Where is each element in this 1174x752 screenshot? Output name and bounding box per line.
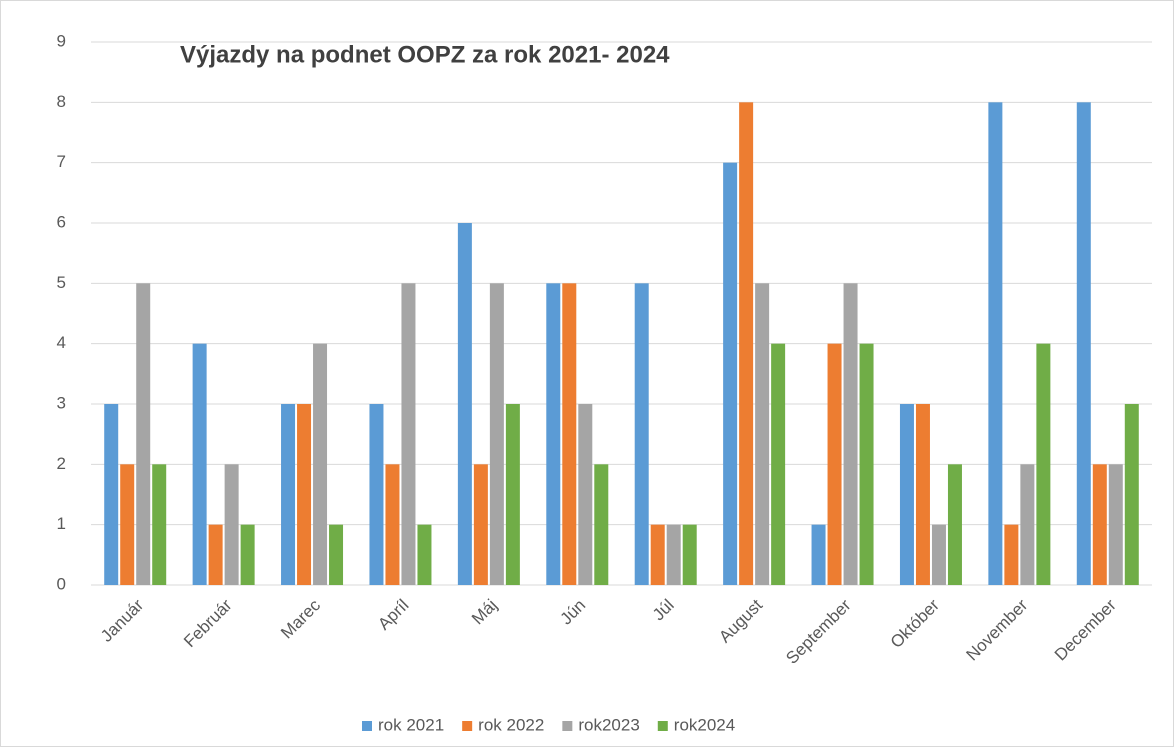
bar [723, 162, 738, 585]
legend-swatch [562, 721, 573, 731]
legend-swatch [462, 721, 473, 731]
bar [297, 404, 312, 585]
bar [739, 102, 754, 585]
bar [755, 283, 770, 585]
bar [827, 343, 842, 585]
bar [634, 283, 649, 585]
bar [666, 524, 681, 585]
bar [489, 283, 504, 585]
bar [136, 283, 151, 585]
y-tick-label: 6 [57, 212, 66, 231]
y-tick-label: 0 [57, 574, 66, 593]
bar [650, 524, 665, 585]
legend-swatch [362, 721, 372, 731]
bar [771, 343, 786, 585]
bar [578, 404, 593, 585]
bar [1020, 464, 1035, 585]
bar [240, 524, 255, 585]
bar [313, 343, 328, 585]
bar [1108, 464, 1123, 585]
y-tick-label: 7 [57, 152, 66, 171]
bar [931, 524, 946, 585]
legend-label: rok 2022 [478, 715, 544, 734]
bar [594, 464, 609, 585]
bar [947, 464, 962, 585]
bar [385, 464, 400, 585]
bar [505, 404, 520, 585]
bar [152, 464, 167, 585]
bar [457, 223, 472, 585]
y-tick-label: 8 [57, 92, 66, 111]
bar [1076, 102, 1091, 585]
bar [562, 283, 577, 585]
y-tick-label: 1 [57, 514, 66, 533]
bar [1092, 464, 1107, 585]
bar [281, 404, 296, 585]
bar [208, 524, 223, 585]
bar [369, 404, 384, 585]
bar [546, 283, 561, 585]
bar [843, 283, 858, 585]
bar [401, 283, 416, 585]
legend-swatch [657, 721, 668, 731]
bar [682, 524, 697, 585]
bar [811, 524, 826, 585]
legend-label: rok2023 [578, 715, 639, 734]
chart-title: Výjazdy na podnet OOPZ za rok 2021- 2024 [180, 41, 670, 68]
legend-label: rok 2021 [378, 715, 444, 734]
bar [104, 404, 119, 585]
bar [1036, 343, 1051, 585]
bar [329, 524, 344, 585]
bar [192, 343, 207, 585]
bar [473, 464, 488, 585]
bar [1124, 404, 1139, 585]
bar [120, 464, 135, 585]
y-tick-label: 5 [57, 273, 66, 292]
bar [899, 404, 914, 585]
bar [859, 343, 874, 585]
legend-label: rok2024 [674, 715, 735, 734]
y-tick-label: 2 [57, 454, 66, 473]
bar [1004, 524, 1019, 585]
bar [417, 524, 432, 585]
bar [915, 404, 930, 585]
bar [224, 464, 239, 585]
bar [988, 102, 1003, 585]
y-tick-label: 3 [57, 393, 66, 412]
y-tick-label: 9 [57, 31, 66, 50]
y-tick-label: 4 [57, 333, 66, 352]
